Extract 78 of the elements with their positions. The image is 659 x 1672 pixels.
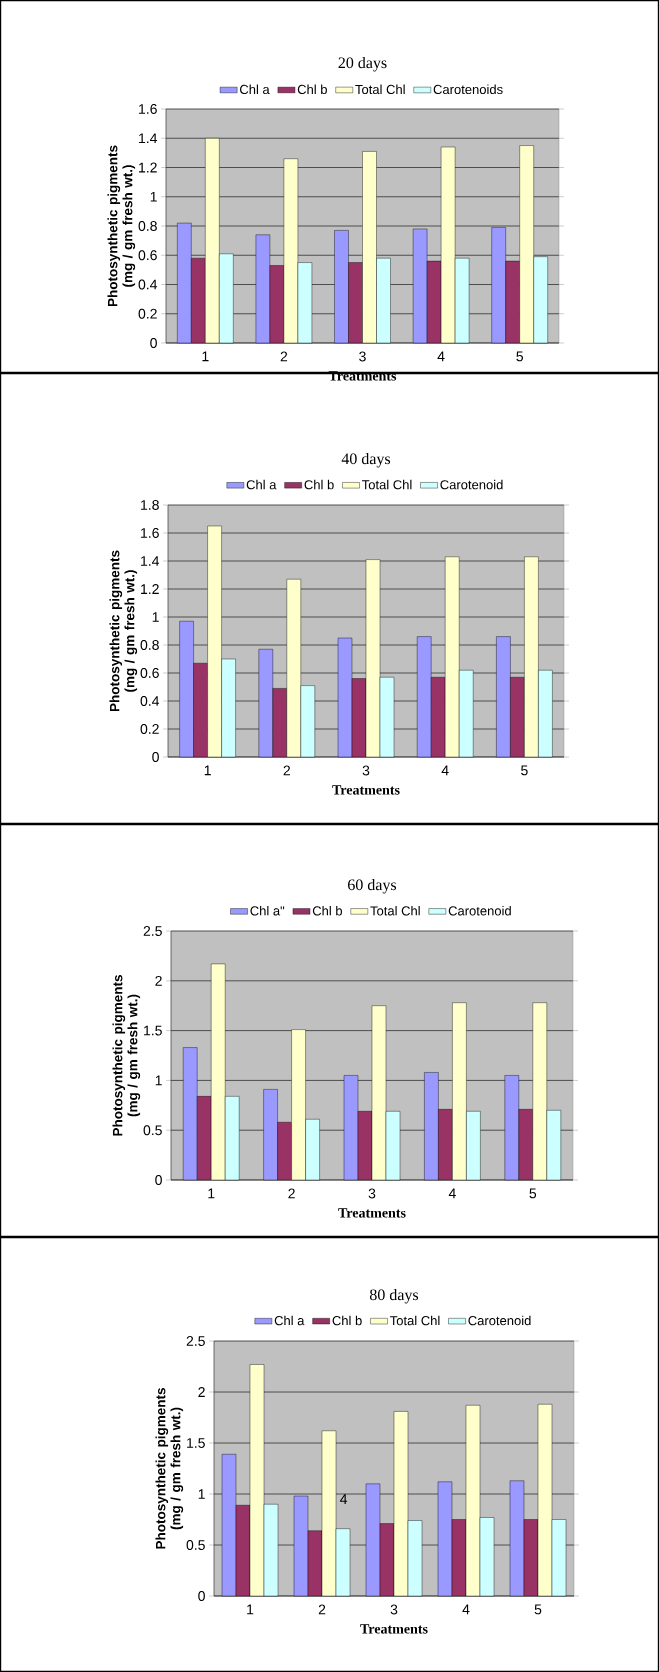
- x-tick-label: 3: [362, 765, 370, 776]
- y-tick-label: 1.2: [139, 162, 157, 173]
- legend-label: Chl a": [250, 905, 285, 916]
- x-axis-title: Treatments: [332, 785, 400, 795]
- x-axis-title: Treatments: [338, 1208, 406, 1218]
- legend-label: Chl b: [312, 905, 342, 916]
- y-tick-label: 0: [152, 752, 159, 762]
- y-tick-label: 0.6: [140, 668, 159, 678]
- x-tick-label: 5: [534, 1604, 542, 1615]
- legend-label: Total Chl: [362, 479, 412, 490]
- x-tick-label: 5: [516, 351, 524, 362]
- x-tick-label: 3: [368, 1188, 376, 1199]
- x-tick-label: 1: [208, 1188, 215, 1199]
- y-tick-label: 0.6: [138, 250, 157, 261]
- y-tick-label: 1: [155, 1075, 162, 1086]
- legend-label: Chl a: [240, 84, 270, 95]
- y-tick-label: 1.6: [141, 528, 159, 538]
- y-tick-label: 1.4: [141, 556, 160, 566]
- y-axis-title: Photosynthetic pigments (mg / gm fresh wt.): [112, 975, 141, 1136]
- chart-title: 80 days: [369, 1288, 419, 1304]
- y-tick-label: 2: [155, 975, 162, 986]
- y-axis-title: Photosynthetic pigments (mg / gm fresh wt.): [155, 1388, 184, 1549]
- y-tick-label: 0: [155, 1175, 162, 1185]
- legend-label: Total Chl: [390, 1315, 440, 1326]
- x-axis-title: Treatments: [328, 371, 397, 381]
- x-tick-label: 4: [448, 1188, 456, 1199]
- y-tick-label: 1: [152, 612, 159, 622]
- chart-title: 60 days: [348, 878, 397, 894]
- y-tick-label: 0: [150, 338, 157, 348]
- y-tick-label: 1.4: [139, 133, 158, 144]
- y-tick-label: 1.2: [141, 584, 159, 594]
- y-tick-label: 0.2: [138, 308, 157, 319]
- y-axis-title: Photosynthetic pigments (mg / gm fresh wt.): [109, 550, 138, 712]
- legend-label: Chl b: [304, 479, 334, 490]
- x-tick-label: 2: [283, 765, 290, 776]
- legend-label: Total Chl: [370, 905, 420, 916]
- legend-label: Carotenoids: [433, 84, 503, 95]
- y-tick-label: 1: [150, 191, 157, 202]
- legend-label: Carotenoid: [468, 1315, 531, 1326]
- legend-label: Chl b: [332, 1315, 362, 1326]
- y-tick-label: 0.5: [143, 1125, 162, 1136]
- x-tick-label: 5: [521, 765, 528, 776]
- y-tick-label: 0.4: [138, 279, 158, 290]
- y-tick-label: 1: [198, 1489, 205, 1499]
- y-tick-label: 2: [198, 1387, 205, 1397]
- chart-title: 20 days: [338, 56, 387, 72]
- legend-label: Total Chl: [355, 84, 405, 95]
- y-tick-label: 2.5: [143, 926, 162, 936]
- y-tick-label: 1.6: [139, 104, 157, 114]
- legend-label: Chl b: [297, 84, 327, 95]
- x-tick-label: 4: [437, 351, 445, 362]
- x-tick-label: 2: [288, 1188, 295, 1199]
- y-tick-label: 1.5: [144, 1025, 162, 1036]
- x-tick-label: 1: [247, 1604, 254, 1615]
- y-tick-label: 1.5: [187, 1438, 205, 1448]
- y-tick-label: 0.8: [140, 640, 159, 650]
- legend-label: Chl a: [246, 479, 277, 490]
- y-tick-label: 0.5: [186, 1540, 205, 1550]
- y-tick-label: 0.2: [140, 724, 159, 734]
- y-tick-label: 2.5: [186, 1336, 205, 1346]
- x-tick-label: 3: [359, 351, 366, 362]
- y-tick-label: 0.4: [140, 696, 160, 706]
- y-tick-label: 0.8: [138, 221, 157, 231]
- legend-label: Carotenoid: [440, 479, 503, 490]
- x-tick-label: 4: [462, 1604, 470, 1615]
- y-tick-label: 0: [198, 1591, 205, 1601]
- legend-label: Chl a: [274, 1315, 305, 1326]
- x-tick-label: 2: [318, 1604, 326, 1615]
- y-tick-label: 1.8: [141, 500, 159, 510]
- x-tick-label: 5: [529, 1188, 537, 1199]
- x-tick-label: 4: [441, 765, 449, 776]
- y-axis-title: Photosynthetic pigments (mg / gm fresh wt.): [107, 145, 136, 307]
- x-tick-label: 3: [390, 1604, 398, 1615]
- chart-title: 40 days: [341, 452, 391, 468]
- annotation: 4: [340, 1494, 348, 1504]
- x-tick-label: 2: [280, 351, 288, 362]
- x-axis-title: Treatments: [360, 1624, 428, 1634]
- legend-label: Carotenoid: [448, 905, 511, 916]
